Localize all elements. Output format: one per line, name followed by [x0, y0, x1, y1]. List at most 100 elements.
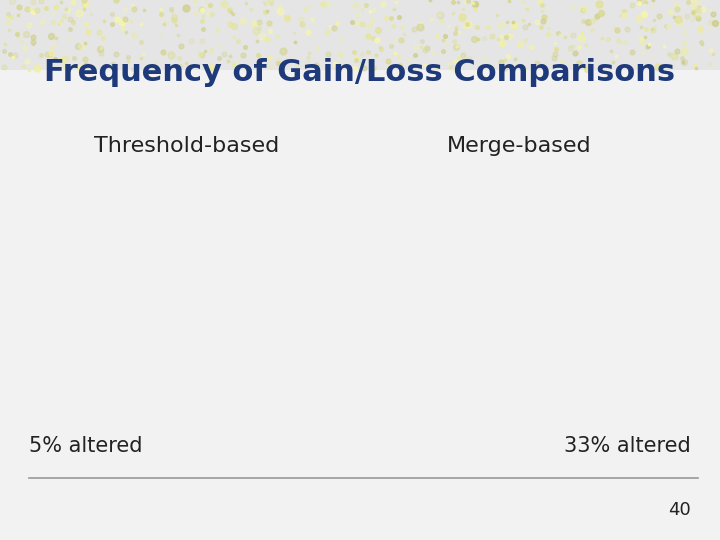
Point	[688, 11, 699, 19]
Point	[111, 64, 122, 73]
Point	[472, 23, 483, 31]
Point	[518, 64, 530, 72]
Point	[639, 10, 650, 18]
Point	[420, 46, 431, 55]
Point	[150, 58, 161, 67]
Point	[0, 63, 10, 72]
Point	[228, 33, 240, 42]
Point	[264, 53, 276, 62]
Point	[96, 49, 107, 58]
Point	[156, 10, 167, 19]
Point	[384, 62, 395, 71]
Point	[247, 21, 258, 30]
Point	[671, 5, 683, 14]
Point	[370, 52, 382, 60]
Point	[449, 37, 460, 46]
Point	[596, 34, 608, 43]
Point	[20, 30, 32, 38]
Point	[704, 23, 716, 31]
Point	[265, 0, 276, 8]
Point	[323, 49, 334, 58]
Point	[387, 22, 399, 30]
Point	[274, 4, 286, 13]
Point	[523, 20, 535, 29]
Point	[540, 16, 552, 24]
Point	[410, 43, 422, 52]
Point	[200, 0, 212, 6]
Point	[238, 17, 249, 25]
Point	[27, 40, 38, 49]
Point	[332, 18, 343, 27]
Point	[302, 27, 313, 36]
Point	[17, 62, 28, 70]
Point	[218, 0, 230, 8]
Point	[504, 31, 516, 40]
Point	[640, 25, 652, 33]
Point	[60, 63, 71, 72]
Point	[97, 34, 109, 43]
Point	[549, 39, 561, 48]
Point	[388, 5, 400, 14]
Point	[61, 61, 73, 70]
Point	[472, 35, 484, 43]
Point	[408, 24, 420, 33]
Point	[135, 38, 147, 46]
Point	[305, 2, 317, 10]
Point	[324, 22, 336, 31]
Point	[50, 33, 62, 42]
Point	[567, 42, 578, 51]
Point	[55, 0, 67, 6]
Point	[704, 17, 716, 26]
Point	[535, 0, 546, 6]
Point	[264, 0, 276, 5]
Point	[225, 8, 237, 16]
Point	[336, 61, 347, 70]
Text: 33% altered: 33% altered	[564, 435, 691, 456]
Point	[535, 23, 546, 31]
Point	[390, 36, 401, 45]
Point	[17, 38, 28, 46]
Point	[626, 65, 637, 73]
Point	[446, 65, 458, 74]
Point	[528, 61, 539, 70]
Point	[127, 64, 139, 73]
Point	[176, 42, 187, 50]
Point	[138, 50, 149, 58]
Point	[653, 12, 665, 21]
Point	[348, 48, 360, 57]
Point	[310, 60, 322, 69]
Point	[608, 23, 620, 31]
Point	[531, 18, 543, 27]
Point	[520, 23, 531, 31]
Point	[12, 28, 24, 36]
Point	[238, 50, 249, 59]
Point	[1, 12, 12, 21]
Point	[450, 22, 462, 31]
Point	[300, 5, 311, 14]
Point	[356, 5, 368, 14]
Point	[492, 34, 504, 43]
Point	[138, 5, 150, 14]
Point	[549, 50, 561, 58]
Point	[642, 43, 653, 52]
Point	[648, 16, 660, 25]
Point	[679, 47, 690, 56]
Point	[643, 40, 654, 49]
Point	[195, 5, 207, 14]
Point	[135, 53, 147, 62]
Point	[576, 28, 588, 37]
Point	[328, 24, 340, 32]
Point	[591, 12, 603, 21]
Point	[687, 8, 698, 17]
Point	[197, 5, 208, 14]
Point	[189, 0, 201, 5]
Point	[453, 28, 464, 37]
Point	[420, 44, 432, 52]
Point	[126, 1, 138, 10]
Point	[303, 49, 315, 57]
Point	[394, 61, 405, 70]
Point	[697, 5, 708, 14]
Point	[62, 65, 73, 74]
Point	[165, 50, 176, 59]
Point	[197, 36, 208, 45]
